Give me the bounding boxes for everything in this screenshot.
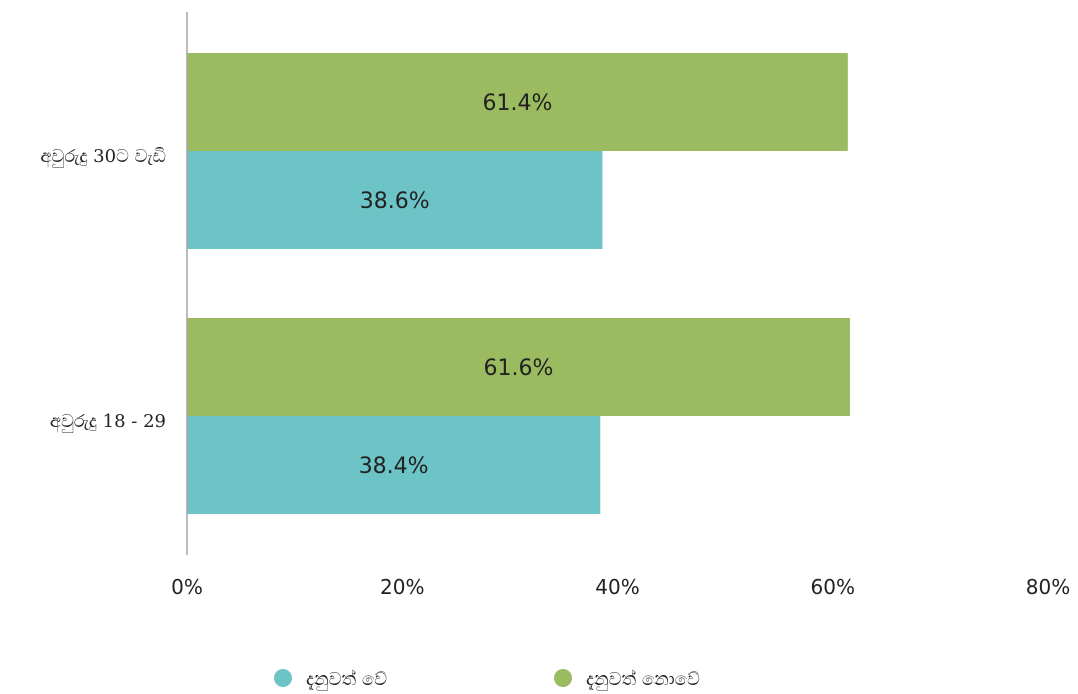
data-label-aware-0: 38.6% — [360, 189, 430, 214]
legend-item-not-aware: දැනුවත් නොවේ — [554, 669, 700, 690]
legend-marker-icon — [554, 669, 572, 687]
bars-layer — [187, 53, 850, 514]
legend-item-aware: දැනුවත් වේ — [274, 669, 387, 690]
category-label-0: අවුරුදු 30ට වැඩි — [40, 146, 166, 168]
data-label-not-aware-1: 61.6% — [484, 356, 554, 381]
data-label-not-aware-0: 61.4% — [482, 91, 552, 116]
legend-label: දැනුවත් නොවේ — [586, 669, 700, 690]
legend: දැනුවත් වේ දැනුවත් නොවේ — [274, 669, 700, 690]
x-tick-label-1: 20% — [380, 575, 424, 599]
bar-aware-1 — [187, 416, 601, 514]
x-tick-label-3: 60% — [811, 575, 855, 599]
x-tick-label-2: 40% — [595, 575, 639, 599]
x-tick-label-4: 80% — [1026, 575, 1070, 599]
labels-layer: 61.4% 38.6% අවුරුදු 30ට වැඩි 61.6% 38.4% අවුර… — [40, 91, 1070, 599]
legend-label: දැනුවත් වේ — [306, 669, 387, 690]
bar-not-aware-0 — [187, 53, 848, 151]
x-tick-label-0: 0% — [171, 575, 203, 599]
data-label-aware-1: 38.4% — [359, 454, 429, 479]
category-label-1: අවුරුදු 18 - 29 — [50, 411, 166, 433]
legend-marker-icon — [274, 669, 292, 687]
bar-not-aware-1 — [187, 318, 850, 416]
bar-aware-0 — [187, 151, 603, 249]
